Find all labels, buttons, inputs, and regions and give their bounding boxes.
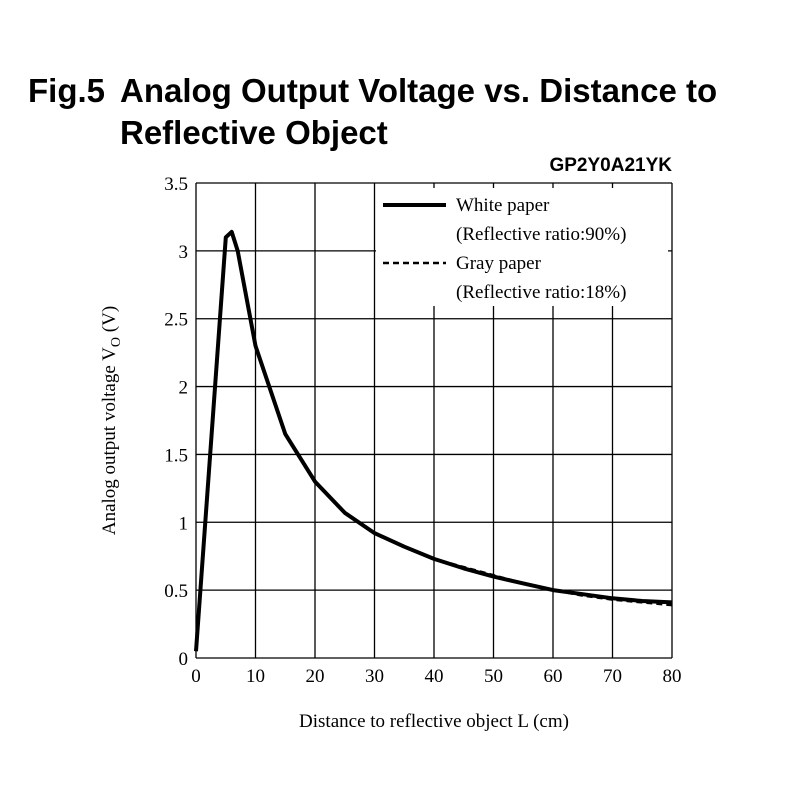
y-tick-label: 3 [179,242,189,263]
y-axis-label-unit: (V) [99,306,120,337]
y-tick-label: 2 [179,378,189,399]
x-tick-label: 0 [191,666,201,687]
x-tick-label: 70 [603,666,622,687]
x-tick-label: 80 [663,666,682,687]
y-tick-label: 1.5 [164,445,188,466]
model-number: GP2Y0A21YK [549,155,672,176]
x-tick-label: 30 [365,666,384,687]
x-tick-label: 10 [246,666,265,687]
y-tick-label: 2.5 [164,310,188,331]
series-lines [194,229,673,652]
y-axis-label-subscript: O [109,337,124,347]
legend-entry-name: Gray paper [456,253,542,274]
x-axis-label: Distance to reflective object L (cm) [299,711,569,732]
figure-title-line2: Reflective Object [120,114,388,151]
y-tick-label: 1 [179,513,189,534]
legend-entry-detail: (Reflective ratio:18%) [456,282,626,303]
legend-background [376,188,668,306]
legend: White paper (Reflective ratio:90%) Gray pa… [376,188,668,306]
x-tick-label: 50 [484,666,503,687]
y-tick-label: 0.5 [164,581,188,602]
x-tick-label: 60 [544,666,563,687]
figure-title-line1: Analog Output Voltage vs. Distance to [120,72,718,109]
gray-paper-line [194,230,673,652]
y-axis-label-main: Analog output voltage V [99,347,120,535]
legend-entry-detail: (Reflective ratio:90%) [456,224,626,245]
y-axis-label: Analog output voltage VO (V) [99,306,124,535]
legend-entry-name: White paper [456,195,550,216]
x-tick-label: 40 [425,666,444,687]
x-tick-label: 20 [306,666,325,687]
figure-title: Fig.5 Analog Output Voltage vs. Distance … [28,70,788,154]
figure-number: Fig.5 [28,72,106,109]
y-tick-label: 0 [179,649,189,670]
y-tick-label: 3.5 [164,174,188,195]
tick-labels: 0 10 20 30 40 50 60 70 80 0 0.5 1 1.5 2 2.5 3 3.5 [164,174,681,687]
